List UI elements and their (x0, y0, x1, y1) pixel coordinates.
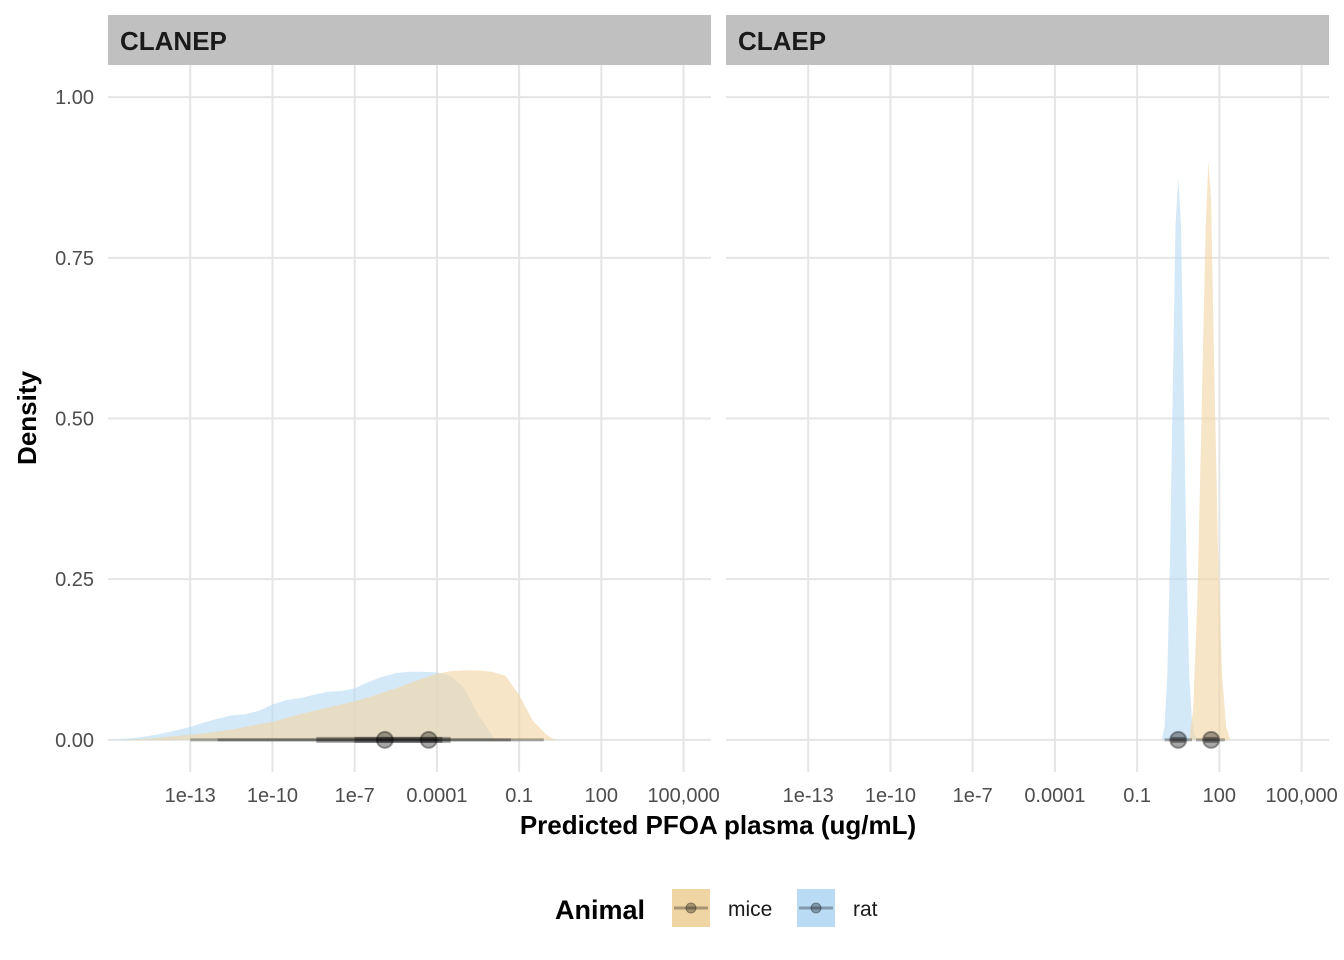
strip-clanep (108, 15, 711, 65)
x-tick-label: 0.1 (505, 785, 533, 807)
legend-key-mice (672, 889, 710, 927)
legend-item-mice: mice (672, 889, 772, 927)
y-tick-label: 0.50 (55, 409, 94, 431)
x-tick-label: 1e-7 (953, 785, 993, 807)
y-tick-label: 0.25 (55, 569, 94, 591)
legend-key-rat (797, 889, 835, 927)
y-axis-title: Density (12, 371, 42, 465)
panel-clanep-intervals (190, 730, 544, 749)
y-axis-ticks: 0.00 0.25 0.50 0.75 1.00 (55, 87, 94, 752)
x-tick-label: 100 (585, 785, 618, 807)
panel-claep-grid (726, 65, 1329, 772)
x-tick-label: 0.0001 (1024, 785, 1085, 807)
legend-label-mice: mice (728, 898, 772, 921)
panel-clanep-series (110, 670, 555, 740)
panel-claep: CLAEP 1e-13 1e-10 1e-7 0.0001 0.1 100 100,000 (726, 15, 1338, 807)
y-tick-label: 0.00 (55, 730, 94, 752)
x-tick-label: 0.0001 (406, 785, 467, 807)
y-tick-label: 0.75 (55, 248, 94, 270)
panel-clanep: CLANEP 1e-13 1e-10 1e-7 0.0001 0.1 100 100,000 (108, 15, 720, 807)
legend-label-rat: rat (853, 898, 878, 921)
x-tick-label: 100,000 (1265, 785, 1337, 807)
interval-point-mice (419, 730, 438, 749)
legend-key-mice-point (685, 902, 697, 914)
interval-point-mice (1202, 730, 1221, 749)
legend-item-rat: rat (797, 889, 878, 927)
x-tick-label: 100 (1203, 785, 1236, 807)
legend: Animal mice rat (555, 889, 878, 927)
interval-point-rat (1169, 730, 1188, 749)
panel-clanep-grid (108, 65, 711, 772)
panel-claep-x-ticks: 1e-13 1e-10 1e-7 0.0001 0.1 100 100,000 (783, 785, 1338, 807)
strip-label-claep: CLAEP (738, 26, 826, 56)
x-tick-label: 100,000 (647, 785, 719, 807)
x-tick-label: 0.1 (1123, 785, 1151, 807)
panel-claep-intervals (1164, 730, 1225, 749)
x-tick-label: 1e-10 (247, 785, 298, 807)
y-tick-label: 1.00 (55, 87, 94, 109)
density-area-rat (1161, 177, 1198, 740)
density-area-mice (1189, 161, 1231, 740)
legend-title: Animal (555, 895, 645, 925)
density-area-mice (121, 670, 555, 740)
x-tick-label: 1e-13 (783, 785, 834, 807)
strip-label-clanep: CLANEP (120, 26, 227, 56)
x-tick-label: 1e-7 (335, 785, 375, 807)
panel-clanep-x-ticks: 1e-13 1e-10 1e-7 0.0001 0.1 100 100,000 (165, 785, 720, 807)
x-tick-label: 1e-10 (865, 785, 916, 807)
interval-point-rat (375, 730, 394, 749)
strip-claep (726, 15, 1329, 65)
panel-claep-series (1161, 161, 1231, 740)
x-axis-title: Predicted PFOA plasma (ug/mL) (520, 810, 916, 840)
legend-key-rat-point (810, 902, 822, 914)
x-tick-label: 1e-13 (165, 785, 216, 807)
